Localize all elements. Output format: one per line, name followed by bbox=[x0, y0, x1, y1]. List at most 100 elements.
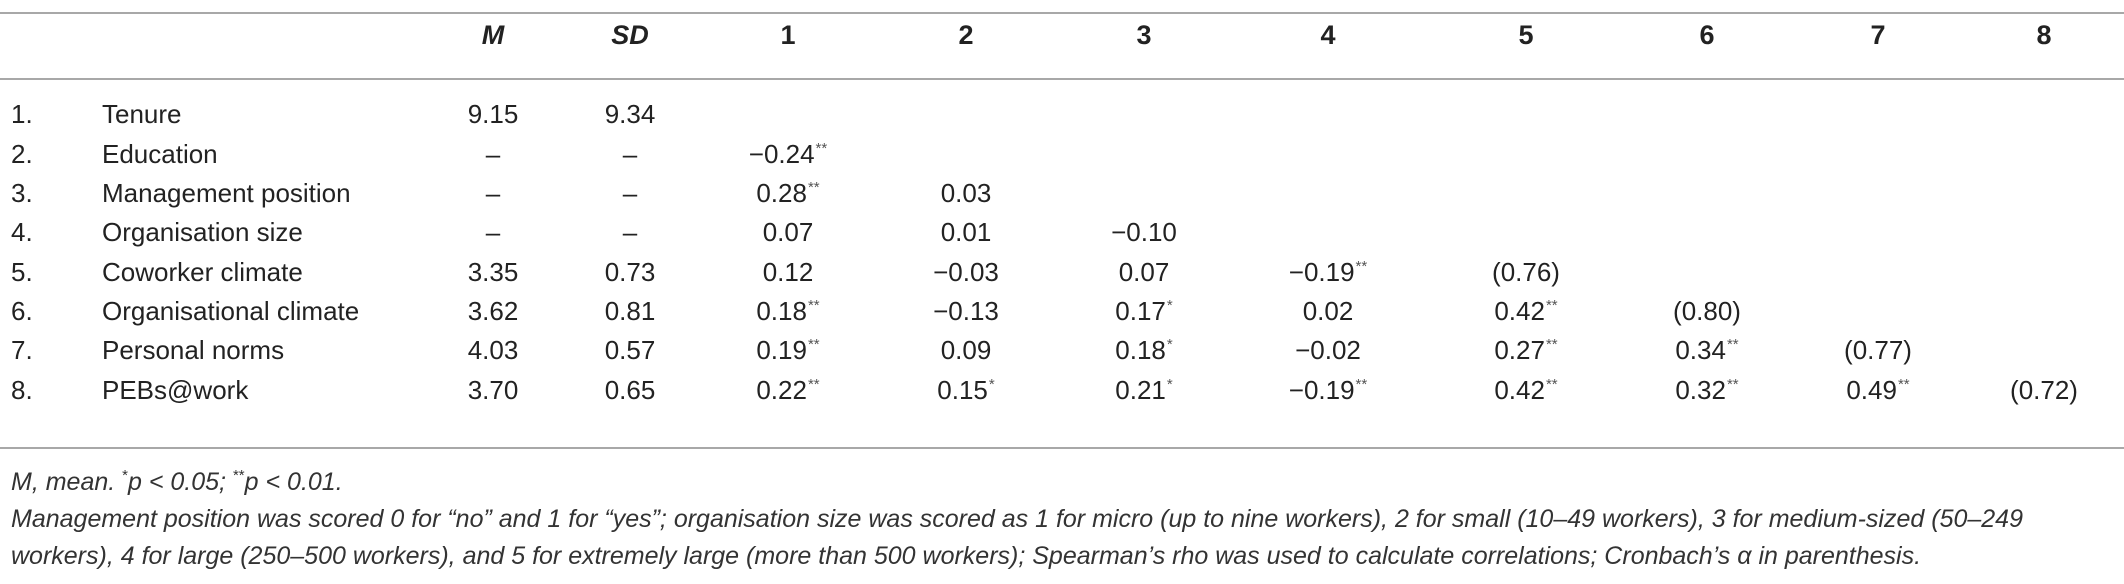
row-label: Tenure bbox=[102, 99, 182, 129]
correlation-number: (0.80) bbox=[1673, 296, 1741, 326]
correlation-number: 0.07 bbox=[1118, 257, 1170, 287]
table-header-rule bbox=[0, 78, 2124, 80]
correlation-value: 0.18** bbox=[756, 293, 819, 329]
correlation-value: 0.42** bbox=[1494, 372, 1557, 408]
table-note-scoring-line2: workers), 4 for large (250–500 workers),… bbox=[11, 542, 1922, 570]
correlation-number: 0.09 bbox=[940, 335, 992, 365]
mean-value: – bbox=[485, 139, 501, 169]
correlation-number: 0.15 bbox=[937, 375, 988, 405]
row-number: 4. bbox=[11, 217, 33, 247]
correlation-value: 0.34** bbox=[1675, 332, 1738, 368]
correlation-value: 0.15* bbox=[937, 372, 994, 408]
column-header-4: 4 bbox=[1320, 20, 1336, 50]
mean-value: 3.35 bbox=[467, 257, 519, 287]
correlation-value: −0.24** bbox=[749, 136, 827, 172]
column-header-6: 6 bbox=[1699, 20, 1715, 50]
row-number: 8. bbox=[11, 375, 33, 405]
sd-value: – bbox=[622, 139, 638, 169]
column-header-sd: SD bbox=[611, 20, 649, 50]
correlation-value: 0.42** bbox=[1494, 293, 1557, 329]
significance-mark: * bbox=[988, 376, 995, 393]
correlation-value: 0.32** bbox=[1675, 372, 1738, 408]
significance-mark: ** bbox=[1545, 297, 1558, 314]
correlation-number: −0.10 bbox=[1111, 217, 1177, 247]
sd-value: 0.65 bbox=[604, 375, 656, 405]
correlation-value: 0.02 bbox=[1303, 293, 1354, 329]
correlation-number: −0.24 bbox=[748, 139, 815, 169]
significance-mark: ** bbox=[807, 336, 820, 353]
mean-value: 9.15 bbox=[467, 99, 519, 129]
correlation-number: 0.28 bbox=[756, 178, 807, 208]
correlation-number: 0.42 bbox=[1494, 375, 1545, 405]
mean-value: – bbox=[485, 178, 501, 208]
correlation-number: (0.72) bbox=[2010, 375, 2078, 405]
correlation-value: −0.19** bbox=[1289, 372, 1367, 408]
correlation-number: 0.49 bbox=[1846, 375, 1897, 405]
column-header-2: 2 bbox=[958, 20, 974, 50]
note-p05-text: p < 0.05; bbox=[128, 468, 233, 496]
sd-value: 9.34 bbox=[604, 99, 656, 129]
correlation-value: −0.10 bbox=[1111, 214, 1177, 250]
significance-mark: ** bbox=[1355, 376, 1368, 393]
column-header-1: 1 bbox=[780, 20, 796, 50]
correlation-number: 0.02 bbox=[1302, 296, 1354, 326]
mean-value: 3.62 bbox=[467, 296, 519, 326]
correlation-value: −0.02 bbox=[1295, 332, 1361, 368]
correlation-value: −0.13 bbox=[933, 293, 999, 329]
table-note-scoring-line1: Management position was scored 0 for “no… bbox=[11, 505, 2023, 533]
correlation-value: 0.19** bbox=[756, 332, 819, 368]
row-label: Organisation size bbox=[102, 217, 303, 247]
significance-mark: * bbox=[1166, 336, 1173, 353]
correlation-value: −0.19** bbox=[1289, 254, 1367, 290]
row-label: Personal norms bbox=[102, 335, 285, 365]
mean-value: 4.03 bbox=[467, 335, 519, 365]
correlation-value: 0.18* bbox=[1115, 332, 1172, 368]
column-header-5: 5 bbox=[1518, 20, 1534, 50]
sd-value: 0.81 bbox=[604, 296, 656, 326]
correlation-value: (0.72) bbox=[2010, 372, 2078, 408]
correlation-value: 0.03 bbox=[941, 175, 992, 211]
significance-mark: ** bbox=[1897, 376, 1910, 393]
sd-value: – bbox=[622, 178, 638, 208]
significance-mark: ** bbox=[1545, 336, 1558, 353]
row-number: 6. bbox=[11, 296, 33, 326]
correlation-value: 0.01 bbox=[941, 214, 992, 250]
table-note-abbreviations: M, mean. *p < 0.05; **p < 0.01. bbox=[11, 463, 343, 501]
note-mean-text: M, mean. bbox=[11, 468, 123, 496]
note-p01-text: p < 0.01. bbox=[244, 468, 343, 496]
correlation-value: 0.22** bbox=[756, 372, 819, 408]
row-label: Education bbox=[102, 139, 218, 169]
column-header-m: M bbox=[481, 20, 505, 50]
correlation-number: 0.27 bbox=[1494, 335, 1545, 365]
correlation-value: 0.17* bbox=[1115, 293, 1172, 329]
correlation-number: −0.13 bbox=[933, 296, 999, 326]
correlation-number: (0.76) bbox=[1492, 257, 1560, 287]
correlation-number: 0.34 bbox=[1675, 335, 1726, 365]
correlation-number: 0.12 bbox=[762, 257, 814, 287]
note-sig-mark: * bbox=[122, 467, 128, 484]
correlation-number: 0.18 bbox=[1115, 335, 1166, 365]
correlation-number: −0.02 bbox=[1295, 335, 1361, 365]
correlation-value: 0.07 bbox=[763, 214, 814, 250]
correlation-value: 0.28** bbox=[756, 175, 819, 211]
correlation-value: 0.21* bbox=[1115, 372, 1172, 408]
correlation-value: (0.76) bbox=[1492, 254, 1560, 290]
correlation-number: 0.19 bbox=[756, 335, 807, 365]
correlation-number: 0.03 bbox=[940, 178, 992, 208]
table-top-rule bbox=[0, 12, 2124, 14]
correlation-number: (0.77) bbox=[1844, 335, 1912, 365]
correlation-number: 0.21 bbox=[1115, 375, 1166, 405]
sd-value: 0.73 bbox=[604, 257, 656, 287]
correlation-number: 0.22 bbox=[756, 375, 807, 405]
correlation-value: 0.12 bbox=[763, 254, 814, 290]
correlation-value: 0.49** bbox=[1846, 372, 1909, 408]
note-sig-mark: ** bbox=[232, 467, 245, 484]
row-label: PEBs@work bbox=[102, 375, 249, 405]
row-number: 7. bbox=[11, 335, 33, 365]
correlation-number: −0.19 bbox=[1288, 257, 1355, 287]
row-number: 5. bbox=[11, 257, 33, 287]
mean-value: 3.70 bbox=[467, 375, 519, 405]
correlation-value: 0.09 bbox=[941, 332, 992, 368]
significance-mark: ** bbox=[807, 179, 820, 196]
significance-mark: ** bbox=[807, 376, 820, 393]
